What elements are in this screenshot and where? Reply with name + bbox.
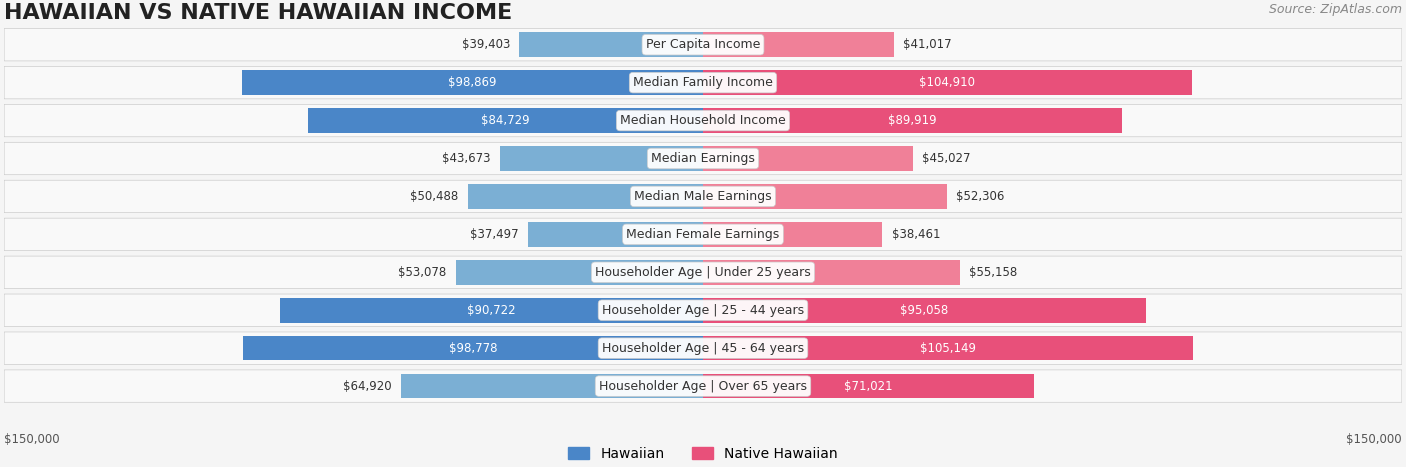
Text: $38,461: $38,461 <box>891 228 941 241</box>
Bar <box>519 32 703 57</box>
Text: Median Household Income: Median Household Income <box>620 114 786 127</box>
Text: $98,869: $98,869 <box>449 76 496 89</box>
FancyBboxPatch shape <box>4 104 1402 137</box>
Text: $98,778: $98,778 <box>449 342 498 354</box>
FancyBboxPatch shape <box>4 66 1402 99</box>
Bar <box>468 184 703 209</box>
Text: $41,017: $41,017 <box>904 38 952 51</box>
Bar <box>703 184 946 209</box>
Bar <box>242 71 703 95</box>
Text: $150,000: $150,000 <box>4 433 60 446</box>
Bar <box>529 222 703 247</box>
Bar <box>703 108 1122 133</box>
Text: $55,158: $55,158 <box>969 266 1018 279</box>
Bar <box>401 374 703 398</box>
FancyBboxPatch shape <box>4 180 1402 212</box>
Text: Householder Age | Over 65 years: Householder Age | Over 65 years <box>599 380 807 393</box>
Text: $37,497: $37,497 <box>471 228 519 241</box>
Bar <box>703 146 912 171</box>
Text: $53,078: $53,078 <box>398 266 446 279</box>
Text: $52,306: $52,306 <box>956 190 1004 203</box>
Text: $84,729: $84,729 <box>481 114 530 127</box>
Text: $45,027: $45,027 <box>922 152 970 165</box>
Bar <box>243 336 703 361</box>
FancyBboxPatch shape <box>4 218 1402 251</box>
Bar <box>703 336 1192 361</box>
Text: Median Male Earnings: Median Male Earnings <box>634 190 772 203</box>
Bar <box>703 260 960 284</box>
Text: $89,919: $89,919 <box>889 114 936 127</box>
Text: Householder Age | Under 25 years: Householder Age | Under 25 years <box>595 266 811 279</box>
Text: $39,403: $39,403 <box>461 38 510 51</box>
Text: HAWAIIAN VS NATIVE HAWAIIAN INCOME: HAWAIIAN VS NATIVE HAWAIIAN INCOME <box>4 3 512 23</box>
FancyBboxPatch shape <box>4 28 1402 61</box>
Text: Per Capita Income: Per Capita Income <box>645 38 761 51</box>
Text: $105,149: $105,149 <box>920 342 976 354</box>
Text: Median Family Income: Median Family Income <box>633 76 773 89</box>
Bar <box>703 71 1192 95</box>
Bar <box>703 222 882 247</box>
Text: $150,000: $150,000 <box>1346 433 1402 446</box>
Text: Source: ZipAtlas.com: Source: ZipAtlas.com <box>1268 3 1402 16</box>
FancyBboxPatch shape <box>4 370 1402 402</box>
FancyBboxPatch shape <box>4 142 1402 175</box>
Legend: Hawaiian, Native Hawaiian: Hawaiian, Native Hawaiian <box>562 441 844 467</box>
FancyBboxPatch shape <box>4 332 1402 364</box>
Text: $50,488: $50,488 <box>411 190 458 203</box>
Bar <box>308 108 703 133</box>
Text: $95,058: $95,058 <box>900 304 949 317</box>
Bar <box>280 298 703 323</box>
Bar <box>703 32 894 57</box>
Text: Householder Age | 45 - 64 years: Householder Age | 45 - 64 years <box>602 342 804 354</box>
Bar <box>456 260 703 284</box>
Text: $71,021: $71,021 <box>844 380 893 393</box>
Text: $43,673: $43,673 <box>441 152 491 165</box>
Text: $90,722: $90,722 <box>467 304 516 317</box>
Text: Median Earnings: Median Earnings <box>651 152 755 165</box>
Text: $104,910: $104,910 <box>920 76 976 89</box>
Bar <box>499 146 703 171</box>
FancyBboxPatch shape <box>4 256 1402 289</box>
Text: Householder Age | 25 - 44 years: Householder Age | 25 - 44 years <box>602 304 804 317</box>
Bar <box>703 298 1146 323</box>
Bar <box>703 374 1033 398</box>
Text: Median Female Earnings: Median Female Earnings <box>627 228 779 241</box>
Text: $64,920: $64,920 <box>343 380 391 393</box>
FancyBboxPatch shape <box>4 294 1402 326</box>
